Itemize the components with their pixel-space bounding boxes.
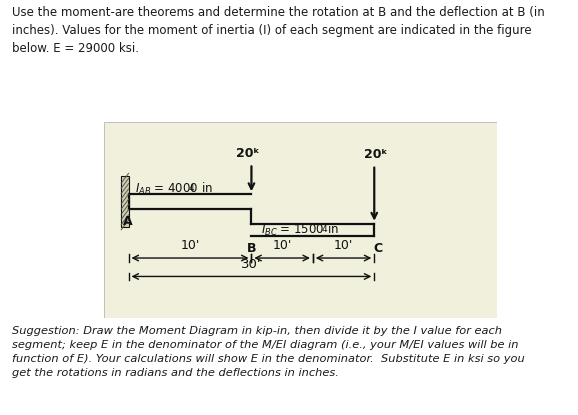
Text: A: A <box>123 215 132 228</box>
Polygon shape <box>121 176 128 227</box>
FancyBboxPatch shape <box>104 122 497 318</box>
Text: 20ᵏ: 20ᵏ <box>364 148 387 161</box>
Text: 20ᵏ: 20ᵏ <box>236 147 260 160</box>
Text: Use the moment-are theorems and determine the rotation at B and the deflection a: Use the moment-are theorems and determin… <box>12 6 544 55</box>
Text: C: C <box>373 242 383 255</box>
Text: 4: 4 <box>189 184 194 193</box>
Text: 10': 10' <box>180 239 200 252</box>
Text: B: B <box>247 242 256 255</box>
Text: Suggestion: Draw the Moment Diagram in kip-in, then divide it by the I value for: Suggestion: Draw the Moment Diagram in k… <box>12 325 524 378</box>
Text: 10': 10' <box>334 239 353 252</box>
Text: $I_{BC}$ = 1500 in: $I_{BC}$ = 1500 in <box>261 222 339 239</box>
Text: 30': 30' <box>241 258 262 271</box>
Text: 10': 10' <box>272 239 292 252</box>
Text: 4: 4 <box>321 225 327 234</box>
Text: $I_{AB}$ = 4000 in: $I_{AB}$ = 4000 in <box>135 181 213 197</box>
